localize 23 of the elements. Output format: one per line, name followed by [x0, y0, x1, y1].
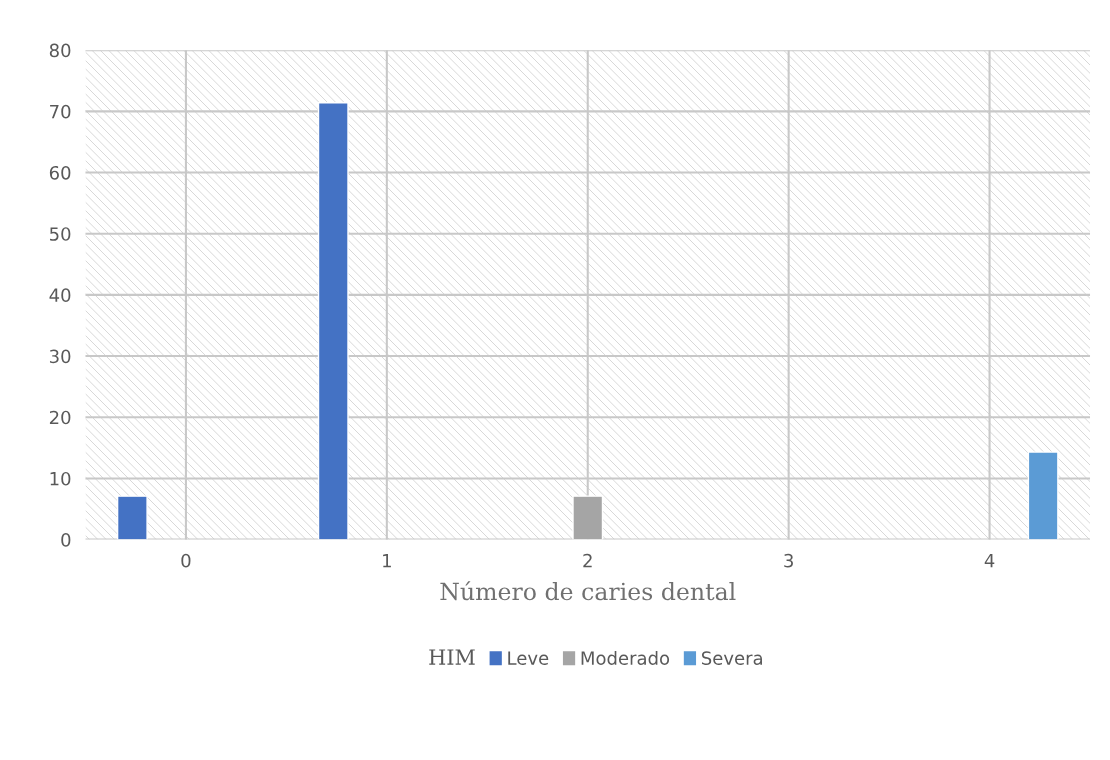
x-tick-label: 3 — [784, 553, 793, 568]
bar — [116, 495, 148, 540]
legend-label: Severa — [701, 651, 762, 665]
legend-label: Moderado — [581, 650, 670, 665]
y-tick-label: 30 — [49, 349, 71, 364]
x-tick-label: 0 — [181, 553, 191, 568]
y-tick-label: 60 — [49, 165, 71, 180]
y-tick-label: 10 — [50, 471, 71, 486]
bar — [1027, 451, 1059, 540]
y-tick-label: 20 — [49, 410, 71, 425]
y-tick-label: 80 — [49, 43, 71, 58]
x-tick-label: 2 — [583, 553, 592, 568]
legend-title: HIM — [429, 649, 475, 665]
x-tick-label: 1 — [383, 554, 391, 568]
x-tick-label: 4 — [984, 554, 995, 568]
legend-label: Leve — [508, 651, 549, 665]
x-axis-title: Número de caries dental — [440, 581, 736, 601]
y-tick-label: 0 — [61, 533, 71, 547]
y-tick-label: 40 — [49, 288, 71, 302]
bar — [572, 495, 604, 540]
y-tick-label: 70 — [50, 104, 71, 119]
bar — [317, 102, 349, 540]
y-tick-label: 50 — [50, 227, 71, 241]
